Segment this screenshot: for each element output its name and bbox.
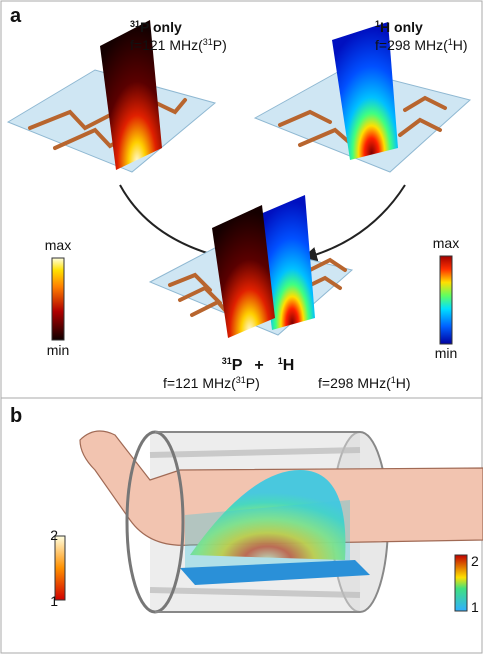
panel-label: b [10,405,22,427]
frequency: f=121 MHz(31P) [163,375,260,391]
scale-label: 1 [471,599,479,615]
pad-combined [150,195,352,338]
frequency: f=121 MHz(31P) [130,37,227,53]
scale-label: max [433,235,459,251]
text-part: f=121 MHz( [163,375,236,391]
text-part: P [232,357,243,374]
text-part: H [283,357,295,374]
text-part: P only [140,19,182,35]
text-part: P) [213,37,227,53]
coil-illustration [80,431,483,612]
text-part: f=298 MHz( [375,37,448,53]
scale-label: min [435,345,458,361]
title: 1H only [375,19,423,35]
colorbar [440,256,452,344]
scale-label: 2 [471,553,479,569]
arrow [120,185,225,258]
text-part: P) [246,375,260,391]
text-part: 31 [203,37,213,47]
scale-label: 2 [50,527,58,543]
scale-label: 1 [50,593,58,609]
text-part: H) [396,375,411,391]
scale-label: min [47,342,70,358]
combined-title: 31P+1H [222,356,295,374]
panel-label: a [10,5,22,27]
frequency: f=298 MHz(1H) [318,375,411,391]
text-part: f=298 MHz( [318,375,391,391]
arrow [305,185,405,258]
frequency: f=298 MHz(1H) [375,37,468,53]
text-part: f=121 MHz( [130,37,203,53]
colorbar [55,536,65,600]
text-part: 31 [236,375,246,385]
text-part: 31 [130,19,140,29]
text-part: H only [380,19,423,35]
figure: a 31P only f=121 MHz(31P) 1H only f=298 … [0,0,483,654]
text-part: H) [453,37,468,53]
colorbar [455,555,467,611]
scale-label: max [45,237,71,253]
text-part: 31 [222,356,232,366]
colorbar [52,258,64,340]
text-part: + [254,357,263,374]
